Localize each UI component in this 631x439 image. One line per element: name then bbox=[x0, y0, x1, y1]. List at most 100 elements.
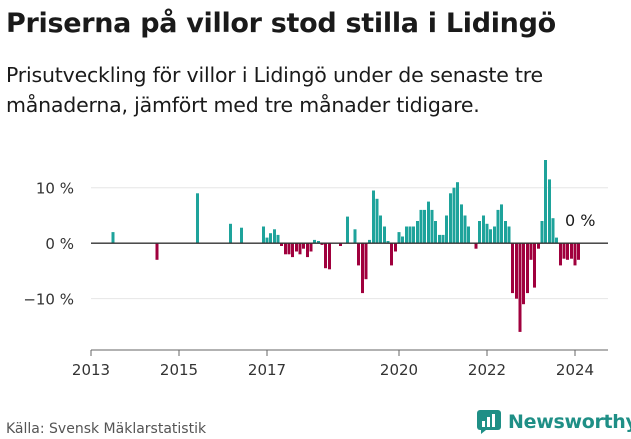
bar bbox=[287, 243, 291, 255]
bar bbox=[570, 243, 573, 259]
bar bbox=[265, 237, 269, 244]
axis-layer bbox=[90, 242, 608, 356]
bar bbox=[317, 241, 320, 244]
bar bbox=[478, 221, 481, 244]
bar bbox=[434, 221, 437, 244]
bar bbox=[419, 209, 423, 244]
bar bbox=[452, 187, 456, 244]
bar bbox=[537, 243, 540, 249]
bar bbox=[445, 215, 448, 244]
bar bbox=[482, 215, 485, 244]
bar bbox=[544, 160, 547, 244]
bar bbox=[533, 243, 536, 288]
bar bbox=[493, 226, 496, 244]
bar bbox=[155, 243, 159, 260]
bar bbox=[423, 209, 426, 244]
bar bbox=[269, 233, 272, 244]
bar bbox=[196, 193, 199, 244]
label-layer: −10 % 0 % 10 % 2013 2015 2017 2020 2022 2024 0 % bbox=[23, 180, 595, 379]
bar bbox=[397, 232, 401, 244]
bar-chart: −10 % 0 % 10 % 2013 2015 2017 2020 2022 2024 0 % bbox=[23, 160, 608, 379]
y-tick-label: 0 % bbox=[45, 235, 74, 253]
bar bbox=[309, 243, 313, 252]
bar bbox=[313, 239, 316, 244]
bar bbox=[240, 227, 243, 244]
bar bbox=[386, 241, 390, 244]
bar bbox=[555, 237, 558, 244]
bar bbox=[324, 243, 327, 269]
bar bbox=[456, 182, 459, 244]
bar bbox=[295, 243, 298, 252]
x-tick-label: 2022 bbox=[468, 361, 506, 379]
bar bbox=[408, 226, 412, 244]
bar bbox=[430, 209, 434, 244]
x-tick-label: 2024 bbox=[556, 361, 594, 379]
bar bbox=[298, 243, 302, 255]
bar bbox=[412, 226, 415, 244]
bar bbox=[526, 243, 529, 294]
bar bbox=[280, 243, 283, 246]
bar bbox=[467, 226, 470, 244]
bar bbox=[416, 221, 419, 244]
bar bbox=[346, 216, 349, 244]
chart-subtitle: Prisutveckling för villor i Lidingö unde… bbox=[6, 63, 543, 117]
bar bbox=[405, 226, 408, 244]
x-tick-label: 2015 bbox=[160, 361, 198, 379]
bar bbox=[548, 179, 551, 244]
bar bbox=[302, 243, 305, 249]
bar bbox=[339, 243, 342, 246]
y-tick-label: 10 % bbox=[36, 180, 74, 198]
x-tick-label: 2020 bbox=[380, 361, 418, 379]
bar bbox=[364, 243, 368, 280]
source-note: Källa: Svensk Mäklarstatistik bbox=[6, 421, 207, 437]
bar bbox=[463, 215, 467, 244]
x-tick-label: 2017 bbox=[248, 361, 286, 379]
bar bbox=[379, 215, 382, 244]
bar bbox=[394, 243, 397, 252]
bar bbox=[306, 243, 309, 258]
bar bbox=[562, 243, 566, 259]
chart-title: Priserna på villor stod stilla i Lidingö bbox=[6, 8, 556, 39]
bar bbox=[427, 201, 430, 244]
bar bbox=[390, 243, 393, 266]
bar bbox=[460, 204, 463, 244]
newsworthy-logo-icon bbox=[477, 410, 501, 434]
bar bbox=[573, 243, 577, 266]
bar bbox=[559, 243, 562, 266]
latest-value-annotation: 0 % bbox=[565, 211, 595, 230]
bar bbox=[273, 229, 276, 244]
bar bbox=[438, 234, 441, 244]
y-tick-label: −10 % bbox=[23, 291, 74, 309]
bar bbox=[284, 243, 287, 255]
x-tick-label: 2013 bbox=[72, 361, 110, 379]
bar bbox=[515, 243, 518, 299]
bar bbox=[320, 243, 324, 245]
bar bbox=[401, 236, 404, 244]
bar bbox=[368, 239, 371, 244]
bar bbox=[518, 243, 522, 332]
bar bbox=[372, 190, 375, 244]
bar bbox=[276, 234, 280, 244]
bar bbox=[566, 243, 569, 260]
bar bbox=[504, 221, 507, 244]
bar bbox=[489, 229, 492, 244]
bar bbox=[262, 226, 265, 244]
bar bbox=[507, 226, 511, 244]
bar bbox=[474, 243, 478, 249]
bar bbox=[361, 243, 364, 294]
bar bbox=[441, 234, 445, 244]
bar bbox=[375, 198, 379, 244]
bar bbox=[551, 218, 555, 244]
bar bbox=[485, 223, 489, 244]
bar bbox=[328, 243, 331, 270]
bar bbox=[111, 232, 115, 244]
bar bbox=[529, 243, 533, 260]
bar bbox=[229, 223, 232, 244]
brand-logo[interactable]: Newsworthy bbox=[476, 407, 631, 437]
grid-layer bbox=[91, 187, 608, 300]
bar bbox=[540, 221, 544, 244]
bar bbox=[511, 243, 514, 294]
bar bbox=[496, 209, 500, 244]
bar bbox=[383, 226, 386, 244]
bar bbox=[353, 229, 357, 244]
